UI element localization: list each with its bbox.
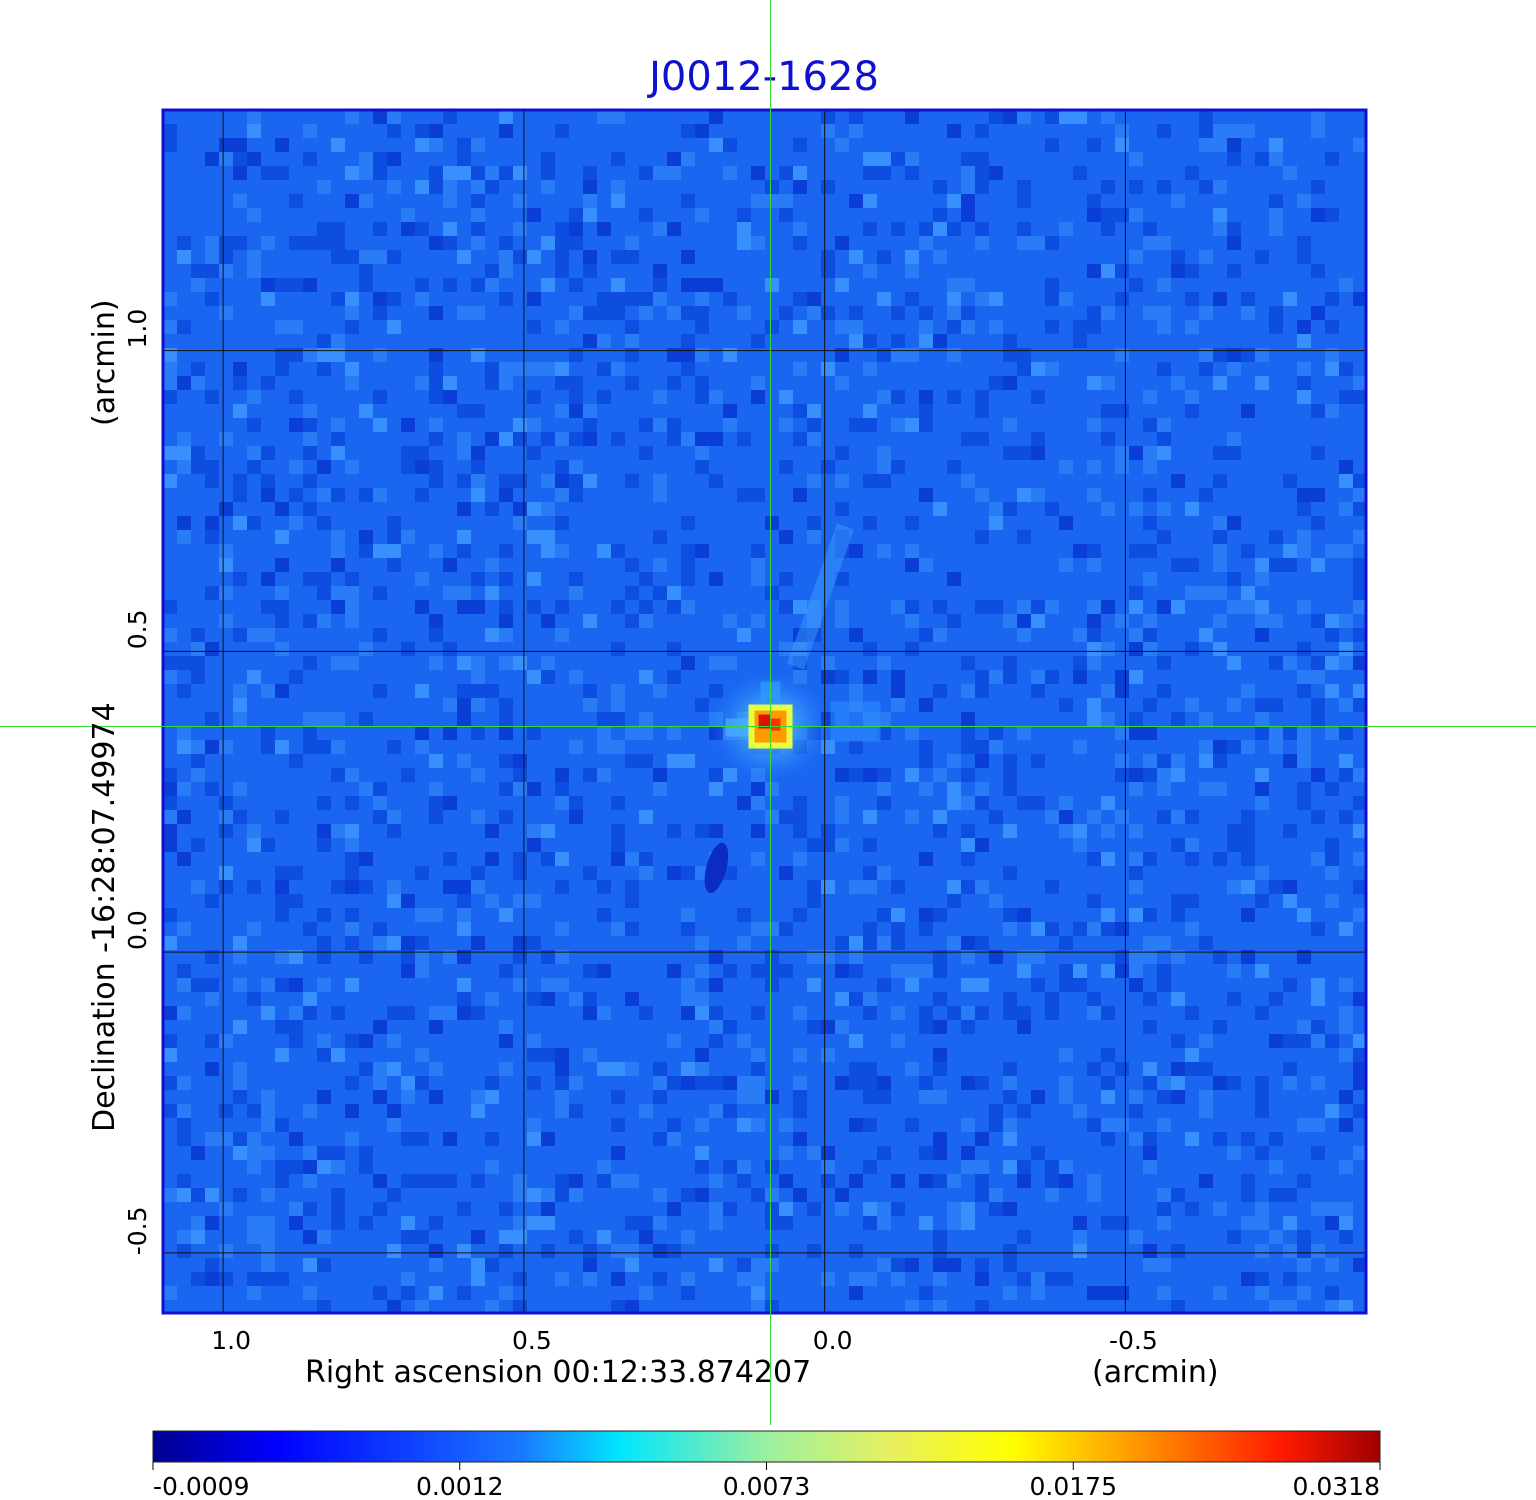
source-peak [758,714,771,729]
negative-feature [704,842,729,894]
x-tick-labels: 1.0 0.5 0.0 -0.5 [211,1326,1158,1355]
x-tick-label: -0.5 [1109,1326,1158,1355]
y-axis-label: Declination -16:28:07.49974 [87,702,122,1132]
x-tick-label: 0.5 [512,1326,552,1355]
colorbar-tick-label: 0.0175 [1030,1472,1117,1500]
colorbar-tick-label: 0.0318 [1293,1472,1380,1500]
colorbar-tick-label: 0.0073 [723,1472,810,1500]
source-peak-2 [770,718,781,731]
chart-title: J0012-1628 [646,54,879,100]
image-noise [163,110,1366,1313]
y-tick-labels: -0.5 0.0 0.5 1.0 [123,309,152,1256]
colorbar-tick-label: -0.0009 [153,1472,250,1500]
coordinate-grid [163,110,1366,1313]
y-tick-label: 0.5 [123,609,152,649]
colorbar-tick-labels: -0.0009 0.0012 0.0073 0.0175 0.0318 [152,1462,1381,1500]
x-axis-unit: (arcmin) [1092,1355,1219,1390]
crosshair [0,0,1536,1425]
x-tick-label: 1.0 [211,1326,251,1355]
y-tick-label: 0.0 [123,910,152,950]
source-spike-left [725,718,756,737]
source-arm [787,523,854,670]
source-lobe-right [830,701,881,742]
y-tick-label: -0.5 [123,1206,152,1255]
colorbar [152,1430,1381,1463]
image-area [163,110,1366,1313]
y-tick-label: 1.0 [123,309,152,349]
x-tick-label: 0.0 [813,1326,853,1355]
y-axis-unit: (arcmin) [87,299,122,426]
x-axis-label: Right ascension 00:12:33.874207 [305,1355,811,1390]
plot-frame [161,108,1368,1315]
colorbar-tick-label: 0.0012 [416,1472,503,1500]
